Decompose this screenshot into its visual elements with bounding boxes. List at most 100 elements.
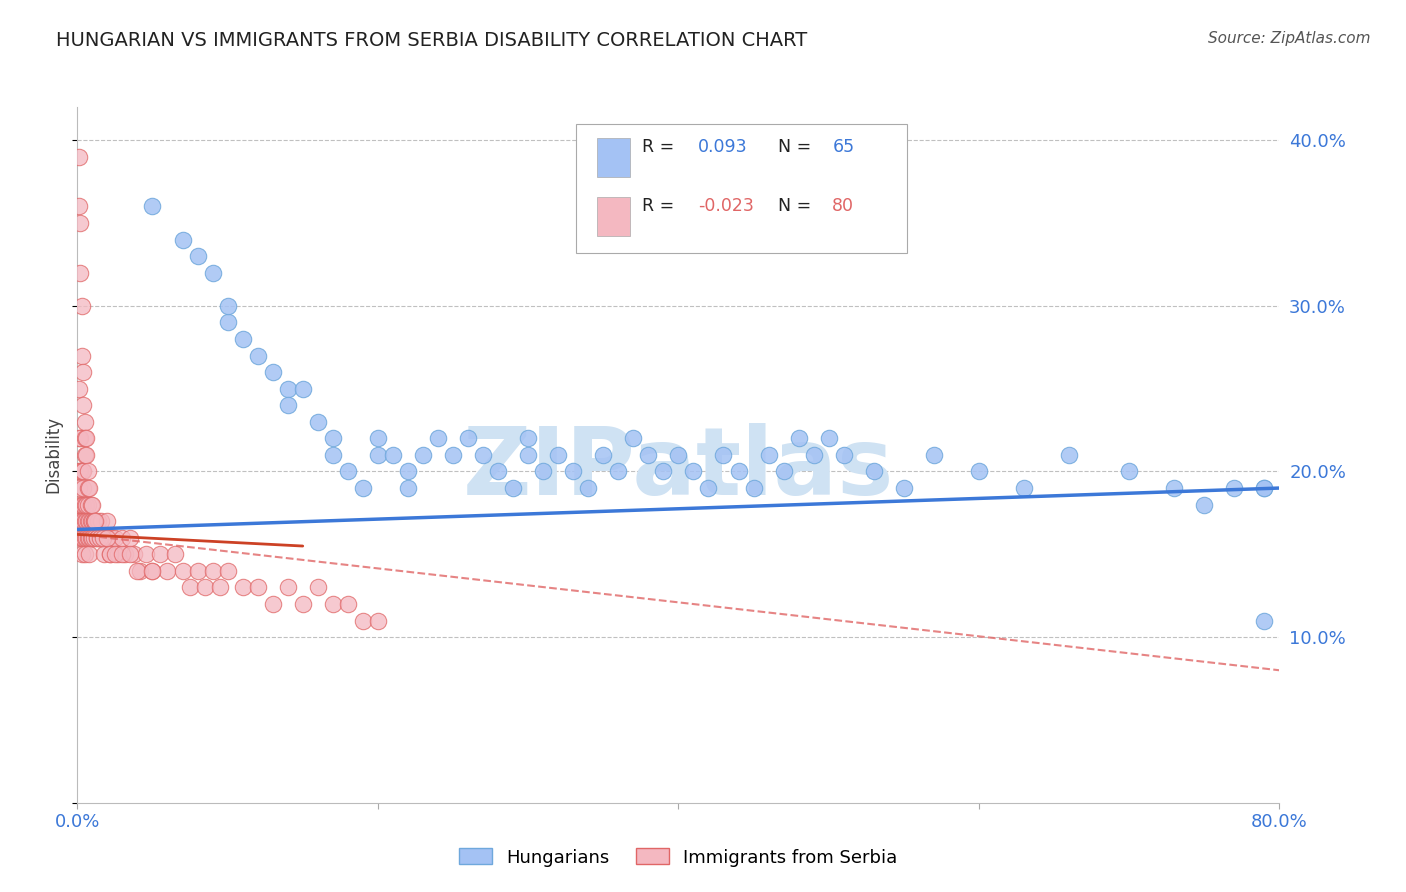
Point <box>893 481 915 495</box>
Point <box>291 597 314 611</box>
Point <box>83 514 105 528</box>
Point <box>89 531 111 545</box>
Point <box>69 216 91 230</box>
Point <box>742 481 765 495</box>
Point <box>104 547 127 561</box>
Point <box>70 349 93 363</box>
Point <box>277 398 299 412</box>
Point <box>91 531 114 545</box>
Point <box>141 564 163 578</box>
Point <box>141 564 163 578</box>
Text: -0.023: -0.023 <box>697 197 754 216</box>
Point <box>576 481 599 495</box>
Point <box>135 547 157 561</box>
Point <box>83 531 105 545</box>
Point <box>118 531 141 545</box>
Point <box>79 481 101 495</box>
Point <box>84 514 107 528</box>
Point <box>91 531 114 545</box>
Point <box>86 531 108 545</box>
Point <box>277 382 299 396</box>
Point <box>72 398 94 412</box>
Point <box>172 564 194 578</box>
Point <box>396 465 419 479</box>
Text: 65: 65 <box>832 138 855 156</box>
Point <box>75 431 97 445</box>
Point <box>322 431 344 445</box>
Point <box>111 547 134 561</box>
Point <box>307 581 329 595</box>
Point <box>187 564 209 578</box>
Point <box>80 514 103 528</box>
Point <box>76 514 98 528</box>
Point <box>67 465 90 479</box>
Point <box>73 448 96 462</box>
Point <box>69 465 91 479</box>
Point <box>682 465 704 479</box>
Point <box>1118 465 1140 479</box>
Point <box>67 514 90 528</box>
Point <box>73 498 96 512</box>
Point <box>758 448 780 462</box>
Point <box>84 514 107 528</box>
Point <box>96 531 118 545</box>
Text: 0.093: 0.093 <box>697 138 747 156</box>
Point <box>67 150 90 164</box>
Point <box>75 448 97 462</box>
Point <box>67 481 90 495</box>
Point <box>86 531 108 545</box>
Point <box>70 465 93 479</box>
Point <box>82 531 104 545</box>
Point <box>76 465 98 479</box>
Point <box>73 415 96 429</box>
Point <box>352 481 374 495</box>
Point <box>70 531 93 545</box>
Point <box>79 514 101 528</box>
Point <box>336 597 359 611</box>
Point <box>727 465 749 479</box>
Point <box>104 531 127 545</box>
Point <box>76 498 98 512</box>
Point <box>668 448 690 462</box>
Point <box>652 465 675 479</box>
Point <box>100 547 122 561</box>
Point <box>246 349 269 363</box>
Point <box>156 564 179 578</box>
Point <box>621 431 644 445</box>
Point <box>90 514 112 528</box>
Point <box>517 431 540 445</box>
Point <box>67 431 90 445</box>
Point <box>862 465 884 479</box>
Point <box>427 431 450 445</box>
Point <box>72 465 94 479</box>
Point <box>607 465 630 479</box>
Point <box>73 431 96 445</box>
Point <box>87 514 110 528</box>
Text: N =: N = <box>778 197 817 216</box>
Point <box>83 514 105 528</box>
Point <box>141 199 163 213</box>
Point <box>100 547 122 561</box>
Point <box>101 531 124 545</box>
FancyBboxPatch shape <box>576 125 907 253</box>
Point <box>70 299 93 313</box>
Point <box>291 382 314 396</box>
Point <box>82 514 104 528</box>
Point <box>124 547 146 561</box>
Point <box>129 564 152 578</box>
Text: R =: R = <box>643 197 681 216</box>
Point <box>1253 481 1275 495</box>
Point <box>72 514 94 528</box>
Point <box>114 547 136 561</box>
Point <box>1012 481 1035 495</box>
Point <box>209 581 232 595</box>
Point <box>713 448 735 462</box>
Point <box>232 581 254 595</box>
Point <box>1194 498 1216 512</box>
Point <box>76 531 98 545</box>
Point <box>80 498 103 512</box>
Point <box>73 514 96 528</box>
Point <box>70 498 93 512</box>
Point <box>367 431 389 445</box>
Point <box>149 547 172 561</box>
